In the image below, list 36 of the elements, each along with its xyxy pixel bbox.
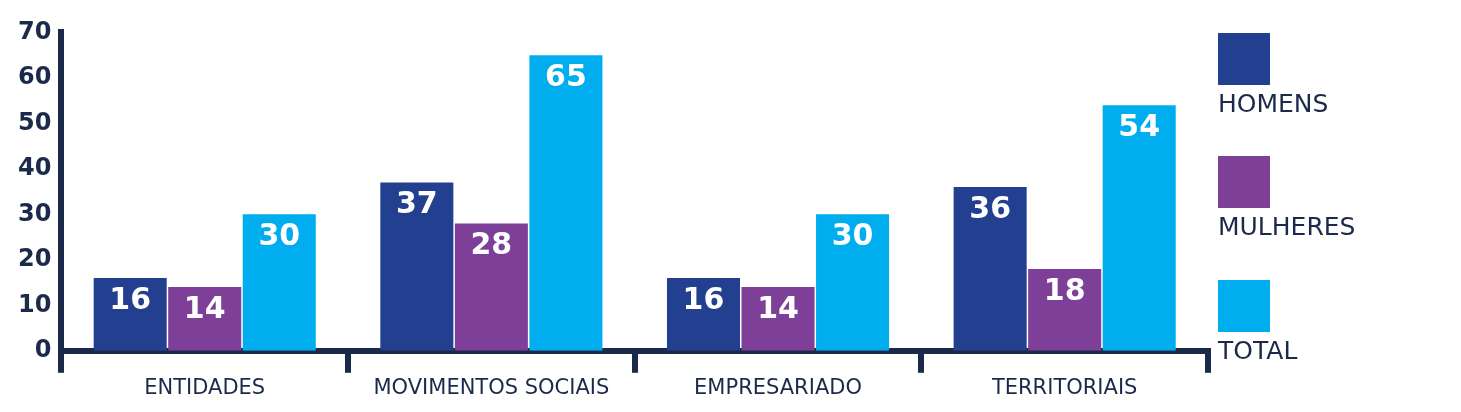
data-label: 30	[831, 217, 874, 253]
bar	[816, 214, 890, 351]
bar	[1028, 268, 1102, 351]
y-tick-label: 20	[17, 244, 52, 273]
x-tick-label: ENTIDADES	[144, 374, 266, 399]
x-tick-label: TERRITORIAIS	[990, 374, 1138, 399]
data-label: 30	[258, 217, 301, 253]
legend-label: TOTAL	[1218, 335, 1299, 365]
data-label: 14	[757, 289, 799, 325]
legend-label: HOMENS	[1218, 89, 1330, 119]
x-tick-label: EMPRESARIADO	[694, 374, 862, 399]
data-label: 37	[395, 185, 438, 221]
data-label: 16	[682, 280, 725, 316]
data-label: 36	[969, 189, 1012, 225]
y-tick-label: 70	[17, 16, 52, 45]
data-label: 28	[470, 226, 513, 262]
data-label: 65	[545, 57, 587, 93]
legend-label: MULHERES	[1218, 212, 1357, 242]
y-tick-label: 50	[17, 107, 52, 136]
bar	[529, 55, 603, 351]
y-tick-label: 0	[34, 335, 52, 364]
bar	[666, 278, 741, 351]
data-label: 14	[183, 289, 226, 325]
y-tick-label: 60	[17, 62, 52, 91]
data-label: 16	[109, 280, 152, 316]
y-tick-label: 40	[17, 153, 52, 182]
data-label: 18	[1043, 271, 1086, 307]
y-tick-label: 30	[17, 198, 52, 227]
data-label: 54	[1118, 107, 1161, 143]
x-tick-label: MOVIMENTOS SOCIAIS	[373, 374, 610, 399]
bar	[242, 214, 316, 351]
bar	[953, 187, 1027, 351]
bar	[380, 182, 454, 351]
bar	[454, 223, 528, 351]
y-tick-label: 10	[17, 289, 52, 318]
bar	[1102, 105, 1176, 351]
